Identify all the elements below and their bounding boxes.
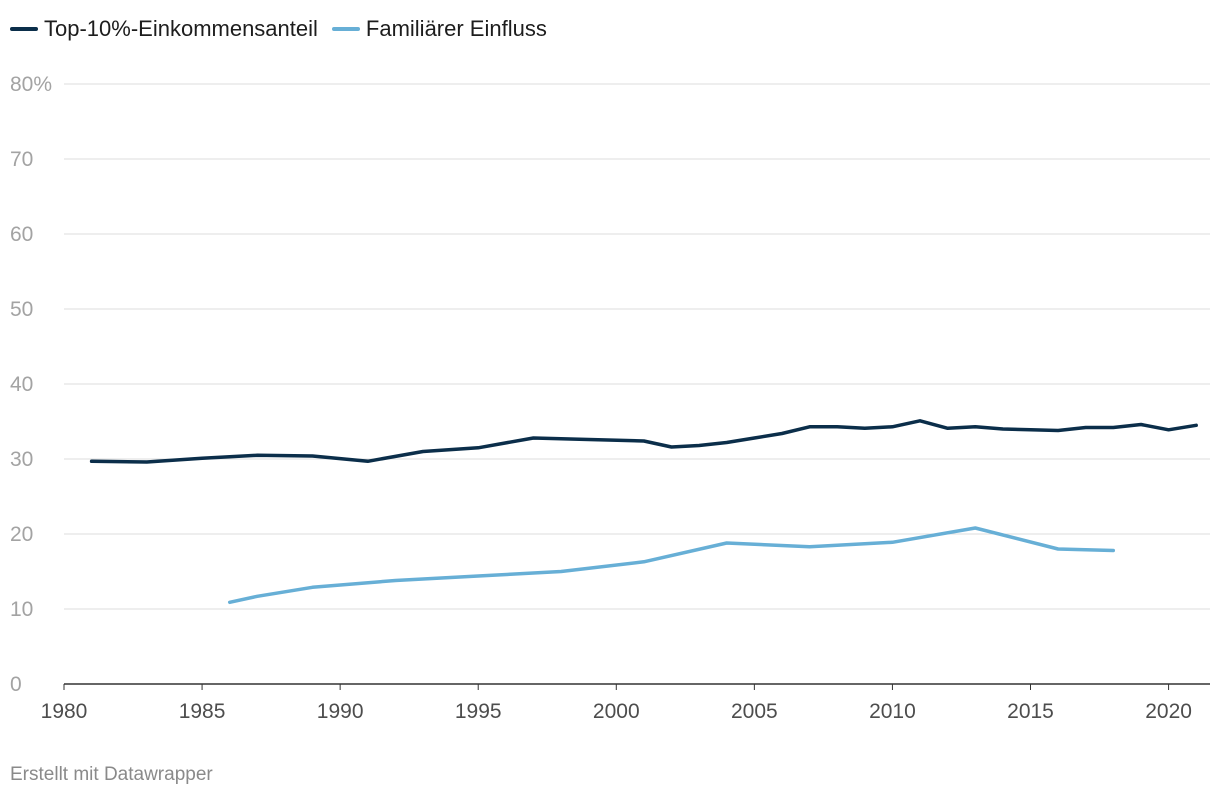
legend-label-familiar: Familiärer Einfluss bbox=[365, 16, 547, 41]
x-tick-label-1980: 1980 bbox=[41, 700, 88, 723]
y-tick-label-50: 50 bbox=[10, 298, 33, 321]
x-tick-label-2005: 2005 bbox=[731, 700, 778, 723]
x-tick-label-2010: 2010 bbox=[869, 700, 916, 723]
x-tick-label-1990: 1990 bbox=[317, 700, 364, 723]
y-tick-label-60: 60 bbox=[10, 223, 33, 246]
y-tick-label-10: 10 bbox=[10, 598, 33, 621]
x-tick-label-2000: 2000 bbox=[593, 700, 640, 723]
y-tick-label-0: 0 bbox=[10, 673, 22, 696]
legend-item-familiar: Familiärer Einfluss bbox=[331, 16, 547, 42]
legend-label-top10: Top-10%-Einkommensanteil bbox=[44, 16, 318, 41]
legend: Top-10%-Einkommensanteil Familiärer Einf… bbox=[10, 16, 561, 42]
y-tick-label-20: 20 bbox=[10, 523, 33, 546]
x-tick-label-2015: 2015 bbox=[1007, 700, 1054, 723]
legend-swatch-top10 bbox=[10, 27, 38, 31]
x-tick-label-2020: 2020 bbox=[1145, 700, 1192, 723]
footer-credit: Erstellt mit Datawrapper bbox=[10, 764, 213, 785]
legend-item-top10: Top-10%-Einkommensanteil bbox=[10, 16, 318, 42]
x-tick-label-1995: 1995 bbox=[455, 700, 502, 723]
series-line-top10-income-share bbox=[89, 419, 1198, 464]
series-line-familiar-influence bbox=[227, 526, 1116, 605]
legend-swatch-familiar bbox=[331, 27, 360, 31]
y-tick-label-70: 70 bbox=[10, 148, 33, 171]
y-tick-label-30: 30 bbox=[10, 448, 33, 471]
y-tick-label-80: 80% bbox=[10, 73, 52, 96]
x-tick-label-1985: 1985 bbox=[179, 700, 226, 723]
y-tick-label-40: 40 bbox=[10, 373, 33, 396]
